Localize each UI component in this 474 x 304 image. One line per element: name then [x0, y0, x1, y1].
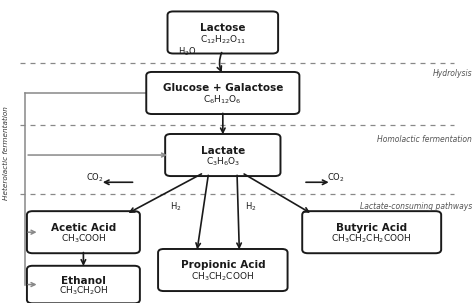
Text: CH$_3$CH$_2$CH$_2$COOH: CH$_3$CH$_2$CH$_2$COOH: [331, 233, 412, 245]
Text: Lactate: Lactate: [201, 146, 245, 156]
Text: C$_3$H$_6$O$_3$: C$_3$H$_6$O$_3$: [206, 156, 240, 168]
Text: Hydrolysis: Hydrolysis: [433, 69, 473, 78]
Text: H$_2$: H$_2$: [170, 200, 182, 213]
Text: C$_{12}$H$_{22}$O$_{11}$: C$_{12}$H$_{22}$O$_{11}$: [200, 33, 246, 46]
Text: CH$_3$CH$_2$OH: CH$_3$CH$_2$OH: [58, 284, 108, 297]
FancyBboxPatch shape: [167, 12, 278, 54]
Text: Glucose + Galactose: Glucose + Galactose: [163, 84, 283, 93]
FancyBboxPatch shape: [302, 211, 441, 253]
FancyBboxPatch shape: [146, 72, 300, 114]
Text: CO$_2$: CO$_2$: [328, 171, 345, 184]
Text: Propionic Acid: Propionic Acid: [181, 261, 265, 271]
Text: Lactate-consuming pathways: Lactate-consuming pathways: [360, 202, 473, 211]
Text: H$_2$: H$_2$: [246, 200, 257, 213]
Text: Homolactic fermentation: Homolactic fermentation: [377, 135, 473, 144]
FancyBboxPatch shape: [27, 266, 140, 303]
Text: CH$_3$CH$_2$COOH: CH$_3$CH$_2$COOH: [191, 271, 255, 283]
Text: Ethanol: Ethanol: [61, 276, 106, 286]
Text: C$_6$H$_{12}$O$_6$: C$_6$H$_{12}$O$_6$: [203, 94, 242, 106]
Text: CH$_3$COOH: CH$_3$COOH: [61, 233, 106, 245]
FancyBboxPatch shape: [158, 249, 288, 291]
Text: Butyric Acid: Butyric Acid: [336, 223, 407, 233]
Text: H$_2$O: H$_2$O: [178, 45, 197, 58]
FancyBboxPatch shape: [27, 211, 140, 253]
FancyBboxPatch shape: [165, 134, 281, 176]
Text: Lactose: Lactose: [200, 23, 246, 33]
Text: CO$_2$: CO$_2$: [86, 171, 104, 184]
Text: Heterolactic fermentation: Heterolactic fermentation: [3, 107, 9, 200]
Text: Acetic Acid: Acetic Acid: [51, 223, 116, 233]
